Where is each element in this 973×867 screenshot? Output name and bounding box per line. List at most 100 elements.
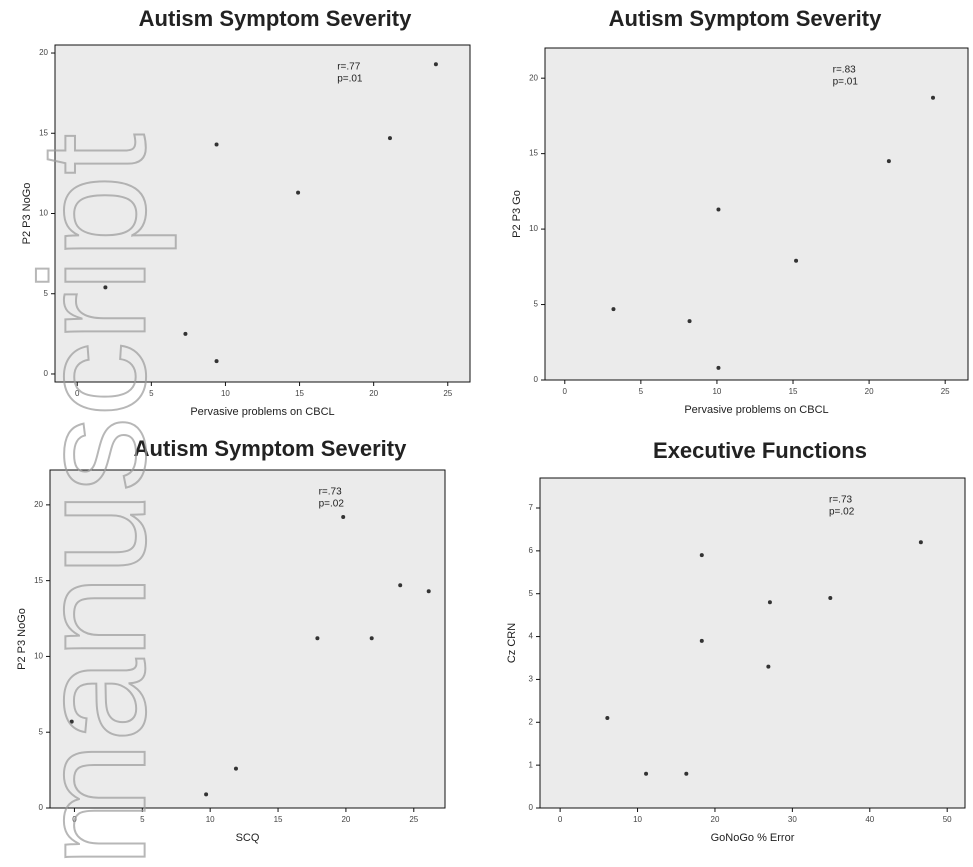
stat-annotation: p=.02 bbox=[319, 499, 345, 510]
y-tick-label: 5 bbox=[534, 300, 539, 309]
panels: Autism Symptom Severity Pervasive problem… bbox=[16, 6, 969, 844]
data-point bbox=[828, 596, 833, 600]
data-point bbox=[183, 331, 188, 336]
y-tick-label: 15 bbox=[529, 149, 538, 158]
data-point bbox=[794, 258, 799, 263]
data-point bbox=[699, 553, 704, 558]
y-tick-label: 3 bbox=[529, 675, 534, 684]
x-tick-label: 25 bbox=[409, 815, 418, 824]
watermark: manuscript bbox=[9, 133, 177, 867]
data-point bbox=[426, 589, 431, 594]
x-tick-label: 25 bbox=[443, 389, 452, 398]
data-point bbox=[214, 142, 219, 147]
plot-area bbox=[544, 47, 969, 381]
x-tick-label: 20 bbox=[341, 815, 350, 824]
data-point bbox=[341, 514, 346, 519]
stat-annotation: p=.02 bbox=[829, 507, 855, 518]
y-tick-label: 4 bbox=[529, 632, 534, 641]
y-tick-label: 2 bbox=[529, 717, 534, 726]
y-axis-label: P2 P3 Go bbox=[511, 190, 523, 238]
data-point bbox=[204, 792, 209, 797]
data-point bbox=[296, 190, 301, 195]
x-tick-label: 50 bbox=[943, 815, 952, 824]
data-point bbox=[767, 600, 772, 605]
data-point bbox=[233, 766, 238, 771]
data-point bbox=[918, 540, 923, 545]
panel-title: Autism Symptom Severity bbox=[609, 6, 882, 31]
x-tick-label: 30 bbox=[788, 815, 797, 824]
y-tick-label: 0 bbox=[534, 375, 539, 384]
x-tick-label: 20 bbox=[711, 815, 720, 824]
data-point bbox=[369, 636, 374, 641]
y-tick-label: 15 bbox=[39, 128, 48, 137]
panel-title: Autism Symptom Severity bbox=[139, 6, 412, 31]
x-tick-label: 0 bbox=[72, 815, 77, 824]
data-point bbox=[611, 307, 616, 312]
y-tick-label: 0 bbox=[44, 369, 49, 378]
plot-area bbox=[49, 469, 446, 809]
y-tick-label: 20 bbox=[34, 500, 43, 509]
y-tick-label: 20 bbox=[529, 73, 538, 82]
data-point bbox=[684, 771, 689, 776]
x-tick-label: 15 bbox=[295, 389, 304, 398]
data-point bbox=[931, 95, 936, 100]
data-point bbox=[398, 583, 403, 588]
data-point bbox=[214, 359, 219, 364]
x-axis-label: Pervasive problems on CBCL bbox=[684, 404, 828, 416]
stat-annotation: r=.73 bbox=[319, 487, 343, 498]
panel-title: Executive Functions bbox=[653, 438, 867, 463]
x-tick-label: 5 bbox=[149, 389, 154, 398]
x-tick-label: 15 bbox=[274, 815, 283, 824]
y-tick-label: 5 bbox=[529, 589, 534, 598]
data-point bbox=[699, 638, 704, 643]
x-tick-label: 10 bbox=[221, 389, 230, 398]
data-point bbox=[766, 664, 771, 669]
stat-annotation: r=.73 bbox=[829, 495, 853, 506]
stat-annotation: r=.83 bbox=[833, 65, 857, 76]
x-tick-label: 0 bbox=[558, 815, 563, 824]
x-tick-label: 10 bbox=[633, 815, 642, 824]
stat-annotation: p=.01 bbox=[337, 74, 363, 85]
y-tick-label: 15 bbox=[34, 576, 43, 585]
x-tick-label: 20 bbox=[369, 389, 378, 398]
x-axis-label: GoNoGo % Error bbox=[711, 832, 795, 844]
x-tick-label: 0 bbox=[563, 387, 568, 396]
x-tick-label: 20 bbox=[865, 387, 874, 396]
y-tick-label: 5 bbox=[39, 727, 44, 736]
data-point bbox=[716, 365, 721, 370]
y-tick-label: 0 bbox=[39, 803, 44, 812]
y-axis-label: P2 P3 NoGo bbox=[21, 183, 33, 245]
data-point bbox=[69, 719, 74, 724]
y-tick-label: 20 bbox=[39, 48, 48, 57]
stat-annotation: p=.01 bbox=[833, 77, 859, 88]
plot-area bbox=[539, 477, 966, 809]
x-axis-label: SCQ bbox=[236, 832, 260, 844]
data-point bbox=[605, 716, 610, 720]
y-tick-label: 10 bbox=[39, 209, 48, 218]
x-tick-label: 5 bbox=[639, 387, 644, 396]
data-point bbox=[103, 285, 108, 290]
y-tick-label: 10 bbox=[529, 224, 538, 233]
x-tick-label: 15 bbox=[789, 387, 798, 396]
x-tick-label: 40 bbox=[865, 815, 874, 824]
x-tick-label: 25 bbox=[941, 387, 950, 396]
y-tick-label: 6 bbox=[529, 546, 534, 555]
data-point bbox=[716, 207, 721, 212]
data-point bbox=[387, 136, 392, 141]
data-point bbox=[886, 159, 891, 164]
y-axis-label: P2 P3 NoGo bbox=[16, 608, 28, 670]
plot-area bbox=[54, 44, 471, 383]
x-tick-label: 10 bbox=[712, 387, 721, 396]
y-tick-label: 10 bbox=[34, 652, 43, 661]
stat-annotation: r=.77 bbox=[337, 62, 361, 73]
x-axis-label: Pervasive problems on CBCL bbox=[190, 406, 334, 418]
data-point bbox=[687, 319, 692, 324]
data-point bbox=[644, 771, 649, 776]
y-tick-label: 0 bbox=[529, 803, 534, 812]
data-point bbox=[315, 636, 320, 641]
x-tick-label: 10 bbox=[206, 815, 215, 824]
data-point bbox=[433, 62, 438, 67]
x-tick-label: 5 bbox=[140, 815, 145, 824]
y-tick-label: 7 bbox=[529, 503, 534, 512]
